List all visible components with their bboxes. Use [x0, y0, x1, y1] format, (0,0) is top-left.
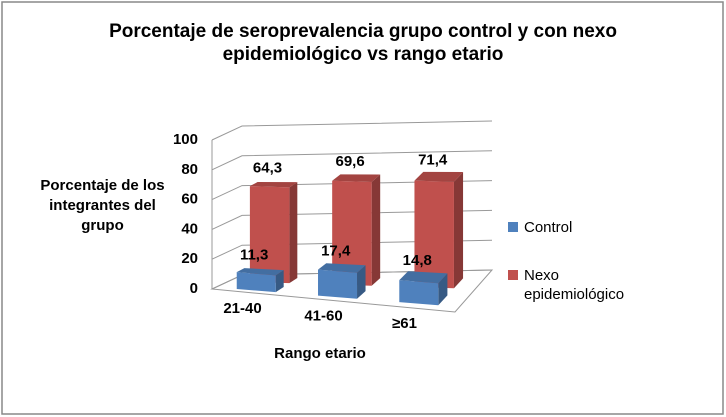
grid-line: [211, 120, 493, 141]
data-label: 17,4: [321, 243, 351, 260]
data-label: 71,4: [418, 152, 448, 169]
bar-front: [414, 180, 454, 289]
bar-top: [332, 174, 381, 183]
legend-label: Nexo epidemiológico: [524, 267, 625, 303]
bar: [399, 271, 448, 306]
y-tick-label: 20: [181, 250, 198, 267]
bar-front: [332, 180, 372, 286]
bar-front: [236, 272, 276, 293]
bar-top: [318, 263, 366, 273]
grid-line: [211, 209, 493, 230]
x-axis-label: Rango etario: [274, 345, 366, 362]
bar-top: [399, 271, 448, 284]
y-tick-label: 40: [181, 220, 198, 237]
bar-side: [371, 174, 381, 286]
legend-swatch: [508, 270, 518, 280]
data-label: 64,3: [253, 159, 282, 176]
legend-swatch: [508, 222, 518, 232]
legend-label: Control: [524, 219, 573, 236]
bar-top: [414, 171, 464, 182]
x-tick-label: 41-60: [304, 307, 342, 324]
x-tick-label: ≥61: [392, 315, 417, 332]
bar-front: [399, 280, 439, 306]
bar-top: [236, 268, 284, 276]
bar-front: [249, 186, 290, 284]
data-label: 11,3: [240, 246, 268, 263]
y-tick-label: 0: [190, 280, 198, 297]
bar-front: [318, 269, 358, 299]
chart-title: Porcentaje de seroprevalencia grupo cont…: [109, 21, 617, 65]
grid-line: [211, 239, 493, 260]
y-tick-label: 80: [181, 161, 198, 178]
y-tick-label: 60: [181, 191, 198, 208]
grid-line: [211, 180, 493, 201]
bar-side: [453, 171, 464, 289]
y-axis-label: Porcentaje de los integrantes del grupo: [40, 177, 165, 234]
bar-side: [275, 270, 284, 293]
x-tick-label: 21-40: [223, 300, 261, 317]
bar-side: [357, 265, 366, 299]
bar-top: [249, 182, 298, 188]
data-label: 14,8: [403, 252, 432, 269]
y-tick-label: 100: [173, 131, 198, 148]
grid-line: [211, 150, 493, 171]
bar: [249, 182, 298, 284]
bar: [236, 268, 284, 293]
bar: [414, 171, 464, 289]
data-label: 69,6: [336, 153, 365, 170]
bar-side: [438, 273, 448, 306]
bar: [332, 174, 381, 286]
bar-side: [289, 182, 298, 284]
bar: [318, 263, 366, 299]
